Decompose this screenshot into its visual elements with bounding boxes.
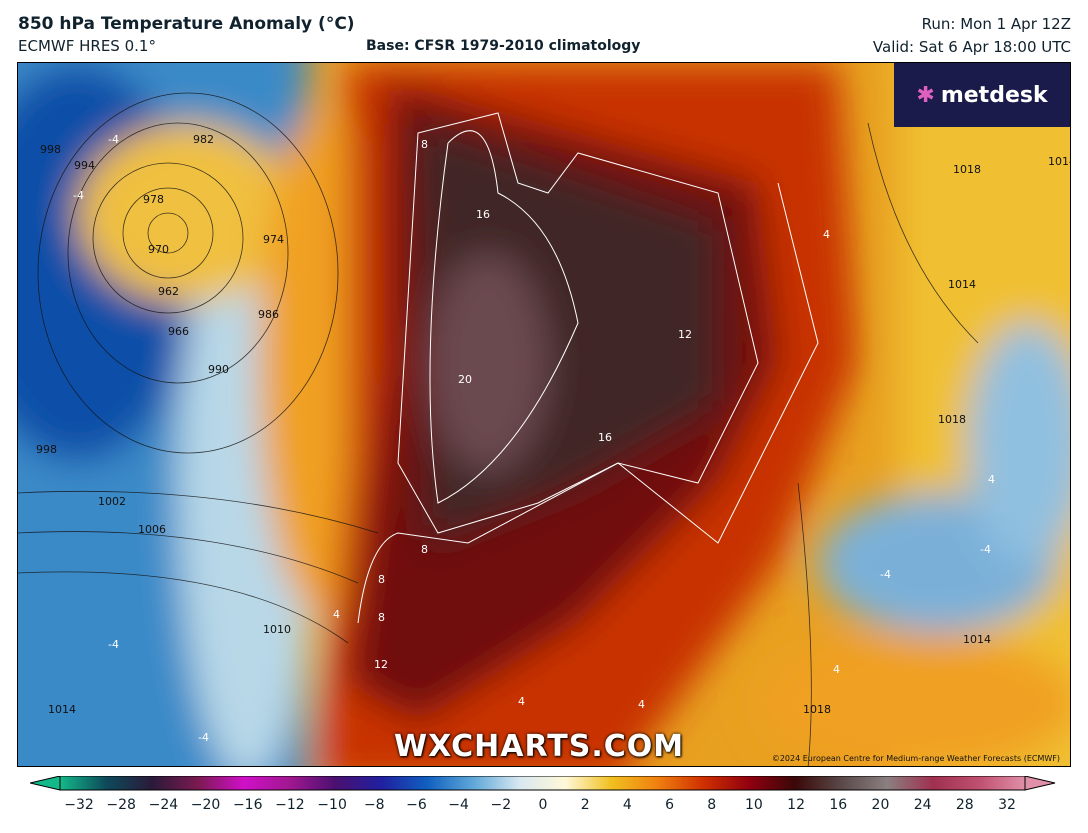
isobar-label: 1018 <box>803 703 831 716</box>
valid-label: Valid: Sat 6 Apr 18:00 UTC <box>872 38 1071 56</box>
colorbar <box>30 776 1056 791</box>
colorbar-tick-label: 2 <box>580 797 590 813</box>
isobar-label: 1006 <box>138 523 166 536</box>
isobar-label: 1018 <box>938 413 966 426</box>
anomaly-contour-label: 4 <box>823 228 830 241</box>
model-label: ECMWF HRES 0.1° <box>18 37 156 55</box>
anomaly-contour-label: 8 <box>421 138 428 151</box>
isobar-label: 994 <box>74 159 95 172</box>
colorbar-gradient <box>59 776 1026 791</box>
isobar-label: 990 <box>208 363 229 376</box>
metdesk-logo: ✱ metdesk <box>894 63 1070 127</box>
isobar-label: 982 <box>193 133 214 146</box>
anomaly-contour-label: 4 <box>833 663 840 676</box>
colorbar-tick-label: −6 <box>406 797 427 813</box>
colorbar-tick-label: −32 <box>64 797 94 813</box>
colorbar-max-arrow <box>1024 776 1056 791</box>
isobar-label: 978 <box>143 193 164 206</box>
colorbar-tick-label: −12 <box>275 797 305 813</box>
anomaly-contour-label: 8 <box>378 611 385 624</box>
anomaly-contour-label: -4 <box>108 133 119 146</box>
colorbar-min-arrow <box>30 776 61 791</box>
colorbar-tick-label: 0 <box>538 797 548 813</box>
colorbar-tick-label: 10 <box>744 797 763 813</box>
colorbar-tick-label: −10 <box>317 797 347 813</box>
isobar-label: 1010 <box>263 623 291 636</box>
map-field <box>18 63 1070 766</box>
colorbar-tick-label: 24 <box>913 797 932 813</box>
colorbar-tick-label: −2 <box>490 797 512 813</box>
run-label: Run: Mon 1 Apr 12Z <box>921 15 1071 33</box>
copyright: ©2024 European Centre for Medium-range W… <box>771 754 1060 763</box>
isobar-label: 998 <box>36 443 57 456</box>
isobar-label: 970 <box>148 243 169 256</box>
base-label: Base: CFSR 1979-2010 climatology <box>366 38 641 54</box>
colorbar-tick-label: 4 <box>622 797 632 813</box>
anomaly-contour-label: 4 <box>518 695 525 708</box>
colorbar-tick-label: 32 <box>998 797 1016 813</box>
anomaly-contour-label: 8 <box>378 573 385 586</box>
colorbar-tick-label: −8 <box>363 797 385 813</box>
anomaly-contour-label: -4 <box>108 638 119 651</box>
colorbar-tick-label: −28 <box>106 797 136 813</box>
anomaly-contour-label: -4 <box>980 543 991 556</box>
colorbar-tick-label: 16 <box>829 797 848 813</box>
isobar-label: 1014 <box>1048 155 1070 168</box>
isobar-label: 986 <box>258 308 279 321</box>
anomaly-contour-label: 20 <box>458 373 472 386</box>
anomaly-contour-label: -4 <box>198 731 209 744</box>
anomaly-contour-label: 12 <box>374 658 388 671</box>
isobar-label: 1018 <box>953 163 981 176</box>
colorbar-tick-label: −24 <box>148 797 179 813</box>
anomaly-contour-label: 16 <box>598 431 612 444</box>
colorbar-tick-label: 20 <box>871 797 890 813</box>
isobar-label: 1002 <box>98 495 126 508</box>
chart-title: 850 hPa Temperature Anomaly (°C) <box>18 14 355 34</box>
logo-text: metdesk <box>940 82 1048 108</box>
colorbar-tick-label: −4 <box>448 797 469 813</box>
colorbar-tick-label: 8 <box>707 797 717 813</box>
anomaly-contour-label: 12 <box>678 328 692 341</box>
anomaly-contour-label: 4 <box>638 698 645 711</box>
colorbar-tick-label: −16 <box>232 797 263 813</box>
isobar-label: 998 <box>40 143 61 156</box>
metdesk-star-icon: ✱ <box>916 82 935 108</box>
anomaly-map: 998 994 982 978 974 970 962 966 986 990 998 1002 100… <box>17 62 1071 767</box>
anomaly-contour-label: 8 <box>421 543 428 556</box>
anomaly-contour-label: 4 <box>333 608 340 621</box>
isobar-label: 1014 <box>948 278 976 291</box>
colorbar-tick-label: −20 <box>190 797 221 813</box>
colorbar-tick-label: 6 <box>665 797 674 813</box>
isobar-label: 1014 <box>963 633 991 646</box>
colorbar-tick-label: 12 <box>787 797 805 813</box>
anomaly-contour-label: -4 <box>880 568 891 581</box>
colorbar-tick-label: 28 <box>955 797 974 813</box>
isobar-label: 962 <box>158 285 179 298</box>
isobar-label: 974 <box>263 233 284 246</box>
anomaly-contour-label: -4 <box>73 189 84 202</box>
isobar-label: 966 <box>168 325 189 338</box>
anomaly-contour-label: 4 <box>988 473 995 486</box>
isobar-label: 1014 <box>48 703 76 716</box>
watermark: WXCHARTS.COM <box>394 729 685 764</box>
anomaly-contour-label: 16 <box>476 208 490 221</box>
